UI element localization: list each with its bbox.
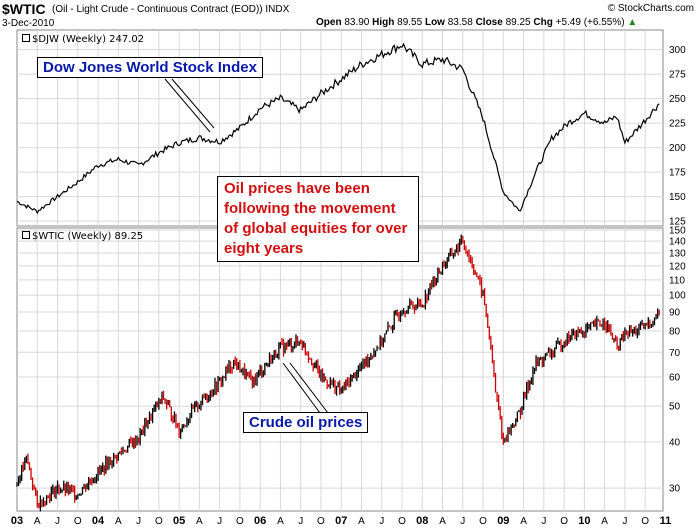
y-tick-label: 275: [669, 70, 686, 81]
y-tick-label: 80: [669, 326, 681, 337]
x-tick-label: J: [541, 516, 546, 527]
x-tick-label: A: [358, 516, 365, 527]
y-tick-label: 200: [669, 143, 686, 154]
x-tick-label: O: [74, 516, 82, 527]
x-tick-label: 04: [92, 515, 105, 527]
x-tick-label: J: [379, 516, 384, 527]
oil-panel-frame: [16, 227, 664, 512]
x-tick-label: O: [317, 516, 325, 527]
change-value: +5.49 (+6.55%): [555, 17, 625, 28]
x-tick-label: 07: [335, 515, 347, 527]
y-tick-label: 50: [669, 402, 681, 413]
x-tick-label: J: [136, 516, 141, 527]
y-tick-label: 70: [669, 348, 681, 359]
x-tick-label: A: [115, 516, 122, 527]
chart-description: (Oil - Light Crude - Continuous Contract…: [52, 4, 290, 15]
oil-callout: Crude oil prices: [243, 412, 369, 433]
x-tick-label: J: [55, 516, 60, 527]
x-tick-label: 06: [254, 515, 266, 527]
x-tick-label: A: [277, 516, 284, 527]
x-tick-label: O: [398, 516, 406, 527]
x-tick-label: O: [236, 516, 244, 527]
y-tick-label: 90: [669, 307, 681, 318]
x-tick-label: O: [560, 516, 568, 527]
close-value: 89.25: [505, 17, 531, 28]
dow-callout: Dow Jones World Stock Index: [37, 57, 263, 78]
x-tick-label: 09: [497, 515, 509, 527]
x-tick-label: 03: [11, 515, 23, 527]
panel-icon: [22, 34, 30, 42]
y-tick-label: 175: [669, 168, 686, 179]
x-tick-label: O: [479, 516, 487, 527]
x-tick-label: J: [622, 516, 627, 527]
chart-date: 3-Dec-2010: [2, 18, 55, 29]
x-tick-label: J: [460, 516, 465, 527]
main-annotation: Oil prices have been following the movem…: [217, 176, 419, 262]
open-value: 83.90: [344, 17, 370, 28]
dow-series-line: [16, 42, 660, 215]
y-tick-label: 30: [669, 484, 681, 495]
oil-callout-pointer: [282, 362, 321, 414]
x-tick-label: O: [155, 516, 163, 527]
panel-icon: [22, 231, 30, 239]
x-tick-label: A: [34, 516, 41, 527]
dow-panel-title: $DJW (Weekly) 247.02: [22, 34, 144, 45]
x-tick-label: J: [298, 516, 303, 527]
high-value: 89.55: [397, 17, 423, 28]
y-tick-label: 130: [669, 249, 686, 260]
price-summary: Open 83.90 High 89.55 Low 83.58 Close 89…: [316, 17, 638, 28]
x-tick-label: J: [217, 516, 222, 527]
chart-symbol: $WTIC: [2, 1, 46, 17]
x-tick-label: 11: [660, 515, 672, 527]
x-tick-label: A: [601, 516, 608, 527]
y-tick-label: 100: [669, 291, 686, 302]
y-tick-label: 150: [669, 192, 686, 203]
y-tick-label: 40: [669, 437, 681, 448]
oil-panel-title: $WTIC (Weekly) 89.25: [22, 231, 143, 242]
y-tick-label: 125: [669, 217, 686, 228]
x-tick-label: 05: [173, 515, 185, 527]
low-value: 83.58: [447, 17, 473, 28]
x-tick-label: 08: [416, 515, 428, 527]
dow-callout-pointer: [171, 78, 215, 129]
y-tick-label: 300: [669, 45, 686, 56]
stockcharts-credit: © StockCharts.com: [607, 3, 694, 14]
oil-callout-pointer: [289, 362, 329, 414]
up-arrow-icon: ▲: [627, 17, 638, 28]
y-tick-label: 225: [669, 119, 686, 130]
x-tick-label: A: [520, 516, 527, 527]
y-tick-label: 140: [669, 237, 686, 248]
x-tick-label: A: [439, 516, 446, 527]
x-tick-label: 10: [578, 515, 590, 527]
x-tick-label: O: [641, 516, 649, 527]
y-tick-label: 250: [669, 94, 686, 105]
y-tick-label: 150: [669, 226, 686, 237]
dow-callout-pointer: [164, 78, 211, 133]
x-tick-label: A: [196, 516, 203, 527]
y-tick-label: 110: [669, 275, 685, 286]
y-tick-label: 60: [669, 372, 681, 383]
y-tick-label: 120: [669, 261, 686, 272]
